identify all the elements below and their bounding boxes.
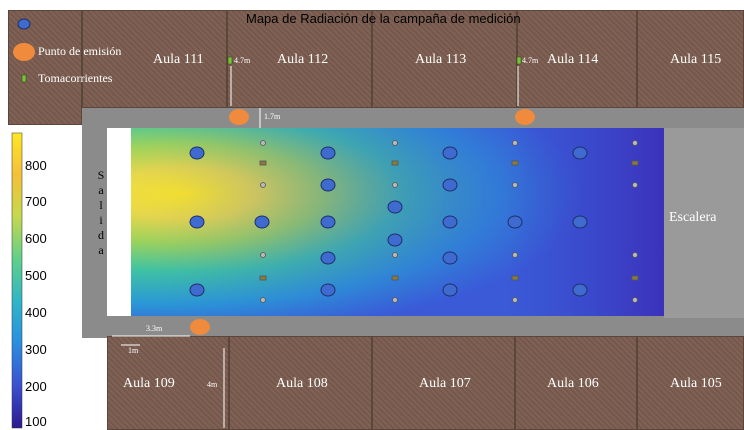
measurement-point <box>320 283 336 297</box>
measurement-point <box>442 146 458 160</box>
measurement-point <box>387 200 403 214</box>
dimension-lines <box>112 66 519 428</box>
room-bottom-107 <box>372 336 515 430</box>
fixtures <box>259 140 639 303</box>
legend-outlet-label: Tomacorrientes <box>38 71 113 85</box>
colorbar-tick: 400 <box>25 305 47 320</box>
legend-emission-label: Punto de emisión <box>38 44 122 58</box>
fixture-column <box>631 140 639 303</box>
dimension-label: 4m <box>207 380 218 389</box>
legend-panel <box>8 10 82 125</box>
measurement-point <box>320 146 336 160</box>
room-label-106: Aula 106 <box>547 376 599 391</box>
room-label-115: Aula 115 <box>670 52 722 67</box>
measurement-point <box>189 146 205 160</box>
colorbar-tick: 100 <box>25 414 47 429</box>
dimension-label: 3.3m <box>146 324 163 333</box>
measurement-point <box>254 215 270 229</box>
measurement-point <box>507 215 523 229</box>
room-label-113: Aula 113 <box>415 52 467 67</box>
dimension-label: 4.7m <box>522 56 539 65</box>
room-bottom-106 <box>515 336 637 430</box>
measurement-point <box>320 251 336 265</box>
dimension-label: 1m <box>128 346 139 355</box>
measurement-point <box>320 215 336 229</box>
measurement-point <box>442 178 458 192</box>
map-title: Mapa de Radiación de la campaña de medic… <box>246 11 521 26</box>
room-top-113 <box>372 10 517 108</box>
measurement-point <box>572 283 588 297</box>
corridor-bottom <box>107 316 744 336</box>
measurement-point <box>442 251 458 265</box>
colorbar <box>11 132 23 429</box>
emission-point <box>229 109 249 125</box>
room-top-111 <box>82 10 227 108</box>
corridor-left <box>82 108 107 338</box>
fixture-column <box>259 140 267 303</box>
stairs-label: Escalera <box>669 210 717 225</box>
room-label-109: Aula 109 <box>123 376 175 391</box>
stairs-area <box>664 128 744 318</box>
emission-point <box>190 319 210 335</box>
room-bottom-108 <box>229 336 372 430</box>
measurement-point <box>572 215 588 229</box>
legend-outlet-icon <box>21 74 27 83</box>
colorbar-tick: 200 <box>25 379 47 394</box>
room-label-107: Aula 107 <box>419 376 471 391</box>
measurement-points <box>189 146 588 297</box>
colorbar-tick: 600 <box>25 231 47 246</box>
measurement-point <box>189 215 205 229</box>
measurement-point <box>442 283 458 297</box>
measurement-point <box>387 233 403 247</box>
room-bottom-105 <box>637 336 744 430</box>
room-top-114 <box>517 10 637 108</box>
measurement-point <box>572 146 588 160</box>
measurement-point <box>189 283 205 297</box>
room-top-115 <box>637 10 744 108</box>
measurement-point <box>442 215 458 229</box>
room-label-114: Aula 114 <box>547 52 599 67</box>
emission-point <box>515 109 535 125</box>
dimension-label: 4.7m <box>234 56 251 65</box>
measurement-point <box>320 178 336 192</box>
room-bottom-109 <box>107 336 229 430</box>
colorbar-tick: 700 <box>25 194 47 209</box>
outlet-icon <box>516 56 522 65</box>
fixture-column <box>511 140 519 303</box>
room-top-112 <box>227 10 372 108</box>
room-label-111: Aula 111 <box>153 52 204 67</box>
legend-emission-icon <box>13 43 35 61</box>
room-label-108: Aula 108 <box>276 376 328 391</box>
colorbar-tick: 800 <box>25 158 47 173</box>
colorbar-tick: 300 <box>25 342 47 357</box>
legend-measurement-icon <box>17 18 31 30</box>
fixture-column <box>391 140 399 303</box>
colorbar-tick: 500 <box>25 268 47 283</box>
outlet-icon <box>227 56 233 65</box>
room-label-112: Aula 112 <box>277 52 329 67</box>
exit-label: S a l i d a <box>97 168 105 257</box>
dimension-label: 1.7m <box>264 112 281 121</box>
room-label-105: Aula 105 <box>670 376 722 391</box>
